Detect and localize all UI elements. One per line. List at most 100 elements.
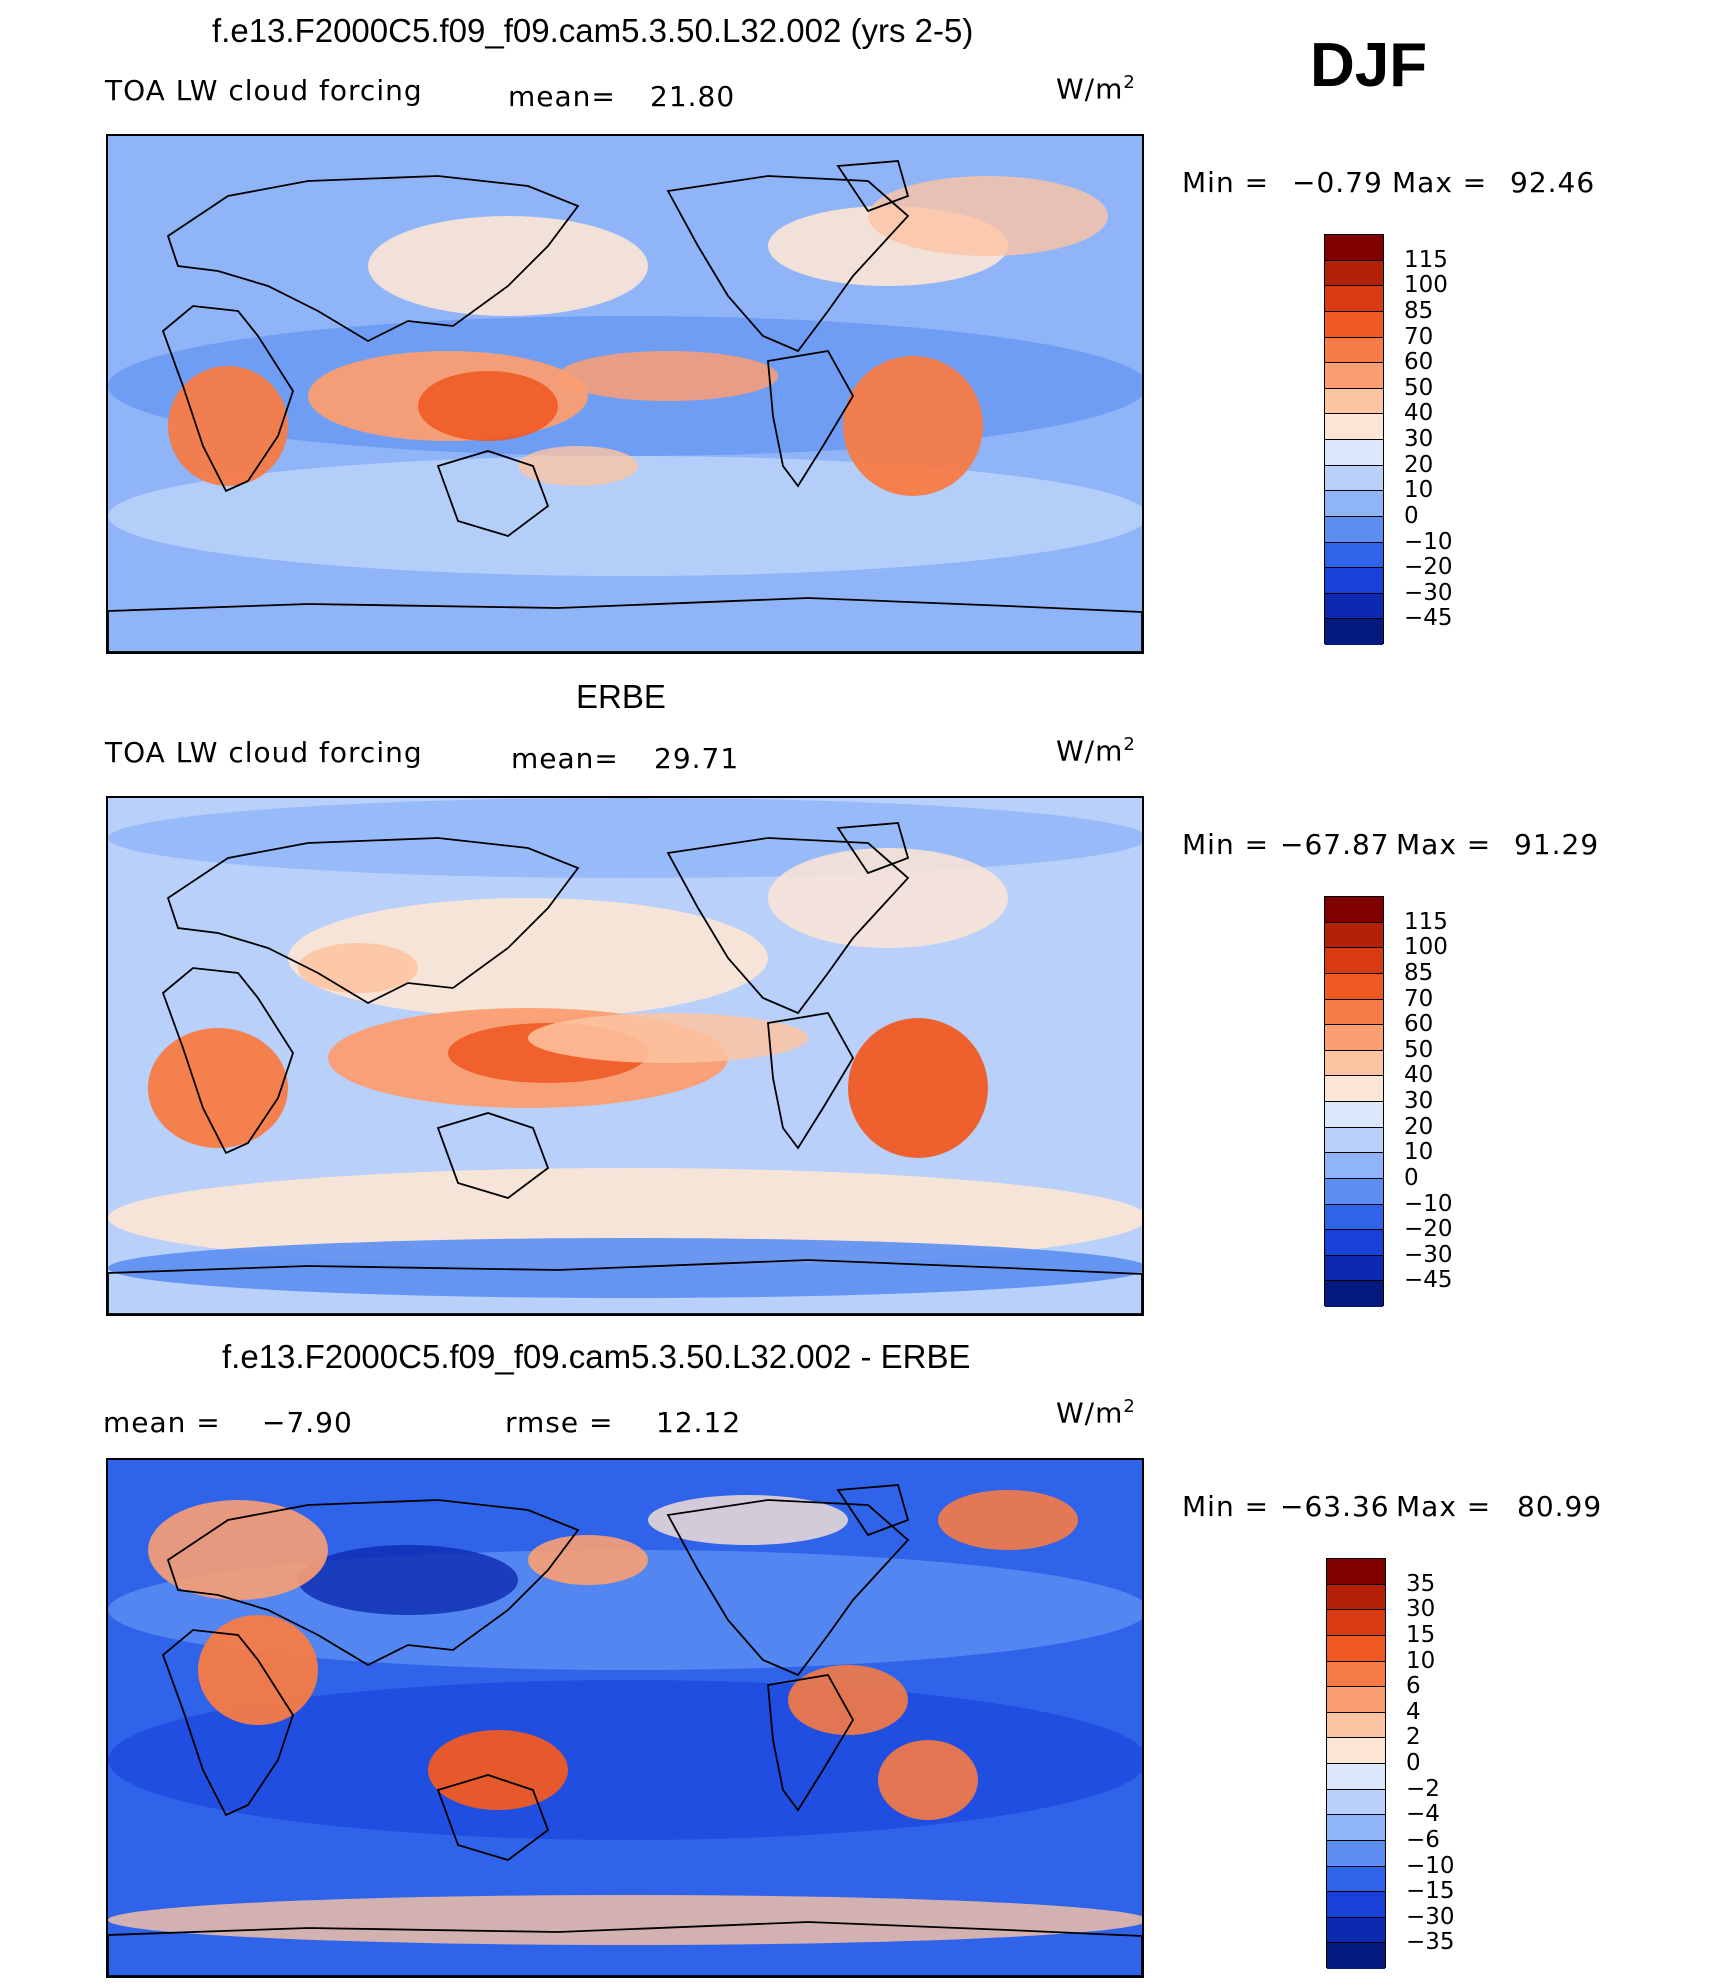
colorbar-swatch — [1327, 1840, 1385, 1867]
colorbar-swatch — [1325, 922, 1383, 949]
colorbar-swatch — [1325, 260, 1383, 287]
colorbar-tick-label: −35 — [1406, 1929, 1455, 1956]
anomaly-region — [148, 1500, 328, 1600]
panel1-mean-label: mean= — [508, 80, 616, 113]
colorbar-swatch — [1327, 1661, 1385, 1688]
colorbar-tick-label: −30 — [1404, 1241, 1453, 1268]
colorbar-tick-label: 15 — [1406, 1621, 1436, 1648]
panel2-units: W/m2 — [1056, 734, 1136, 768]
coastline — [436, 450, 550, 537]
colorbar-tick-label: 40 — [1404, 1062, 1434, 1089]
anomaly-region — [288, 898, 768, 1018]
coastline — [767, 350, 855, 488]
colorbar-swatch — [1325, 568, 1383, 594]
colorbar-tick-label: 6 — [1406, 1673, 1421, 1700]
colorbar-swatch — [1325, 1102, 1383, 1128]
coastline — [767, 1674, 855, 1812]
colorbar-tick-label: 4 — [1406, 1698, 1421, 1725]
colorbar-swatch — [1327, 1917, 1385, 1944]
panel1-colorbar — [1324, 234, 1384, 645]
colorbar-swatch — [1325, 311, 1383, 338]
colorbar-tick-label: −10 — [1404, 528, 1453, 555]
colorbar-swatch — [1325, 1255, 1383, 1282]
anomaly-region — [648, 1495, 848, 1545]
anomaly-region — [528, 1013, 808, 1063]
colorbar-swatch — [1327, 1610, 1385, 1636]
anomaly-region — [108, 1895, 1142, 1945]
colorbar-tick-label: 0 — [1406, 1750, 1421, 1776]
anomaly-region — [418, 371, 558, 441]
colorbar-tick-label: 35 — [1406, 1570, 1436, 1597]
colorbar-tick-label: 85 — [1404, 297, 1434, 324]
colorbar-swatch — [1325, 999, 1383, 1026]
colorbar-tick-label: −45 — [1404, 1267, 1453, 1294]
colorbar-swatch — [1327, 1892, 1385, 1918]
colorbar-tick-label: 20 — [1404, 451, 1434, 478]
colorbar-tick-label: 100 — [1404, 934, 1448, 961]
colorbar-swatch — [1325, 948, 1383, 974]
colorbar-tick-label: 115 — [1404, 908, 1448, 935]
coastline — [166, 1499, 580, 1667]
colorbar-swatch — [1325, 619, 1383, 645]
colorbar-swatch — [1327, 1738, 1385, 1764]
panel3-max-value: 80.99 — [1517, 1490, 1603, 1523]
panel3-units: W/m2 — [1056, 1396, 1136, 1430]
colorbar-swatch — [1327, 1712, 1385, 1739]
anomaly-region — [558, 351, 778, 401]
colorbar-tick-label: 10 — [1406, 1647, 1436, 1674]
panel3-title: f.e13.F2000C5.f09_f09.cam5.3.50.L32.002 … — [222, 1338, 971, 1375]
panel2-observation-map — [106, 796, 1144, 1316]
colorbar-swatch — [1325, 1025, 1383, 1051]
colorbar-swatch — [1327, 1635, 1385, 1662]
colorbar-tick-label: −15 — [1406, 1878, 1455, 1905]
colorbar-tick-label: −6 — [1406, 1826, 1440, 1853]
colorbar-tick-label: 10 — [1404, 477, 1434, 504]
coastline-outlines — [108, 160, 1142, 652]
colorbar-tick-label: 40 — [1404, 400, 1434, 427]
panel1-title: f.e13.F2000C5.f09_f09.cam5.3.50.L32.002 … — [212, 12, 974, 49]
anomaly-region — [198, 1615, 318, 1725]
panel3-mean-value: −7.90 — [262, 1406, 353, 1439]
colorbar-tick-label: 2 — [1406, 1724, 1421, 1751]
colorbar-swatch — [1325, 1076, 1383, 1102]
coastline — [166, 837, 580, 1005]
colorbar-swatch — [1325, 414, 1383, 440]
colorbar-swatch — [1325, 465, 1383, 492]
map-field — [108, 1460, 1142, 1976]
anomaly-region — [148, 1028, 288, 1148]
colorbar-tick-label: −45 — [1404, 605, 1453, 632]
panel1-max-value: 92.46 — [1510, 166, 1596, 199]
colorbar-tick-label: 50 — [1404, 374, 1434, 401]
colorbar-tick-label: 100 — [1404, 272, 1448, 299]
colorbar-swatch — [1325, 286, 1383, 312]
colorbar-swatch — [1325, 440, 1383, 466]
panel2-min-label: Min = — [1182, 828, 1270, 861]
coastline — [161, 1629, 294, 1817]
colorbar-tick-label: 70 — [1404, 323, 1434, 350]
anomaly-region — [168, 366, 288, 486]
panel3-min-label: Min = — [1182, 1490, 1270, 1523]
colorbar-tick-label: −4 — [1406, 1801, 1440, 1828]
colorbar-swatch — [1325, 1050, 1383, 1077]
coastline — [108, 1921, 1142, 1976]
colorbar-tick-label: 0 — [1404, 502, 1419, 529]
anomaly-region — [108, 798, 1142, 878]
panel3-difference-map — [106, 1458, 1144, 1978]
colorbar-tick-label: −10 — [1404, 1190, 1453, 1217]
coastline — [666, 175, 910, 353]
panel2-min-value: −67.87 — [1280, 828, 1390, 861]
coastline — [108, 597, 1142, 652]
coastline — [436, 1112, 550, 1199]
panel1-max-label: Max = — [1392, 166, 1488, 199]
panel2-max-label: Max = — [1396, 828, 1492, 861]
panel1-model-map — [106, 134, 1144, 654]
coastline — [836, 1484, 910, 1537]
colorbar-tick-label: −30 — [1404, 579, 1453, 606]
colorbar-swatch — [1327, 1815, 1385, 1841]
panel2-mean-label: mean= — [511, 742, 619, 775]
colorbar-swatch — [1325, 1230, 1383, 1256]
anomaly-region — [768, 848, 1008, 948]
colorbar-tick-label: 60 — [1404, 1011, 1434, 1038]
colorbar-tick-label: 0 — [1404, 1164, 1419, 1191]
panel1-variable-label: TOA LW cloud forcing — [105, 74, 423, 107]
